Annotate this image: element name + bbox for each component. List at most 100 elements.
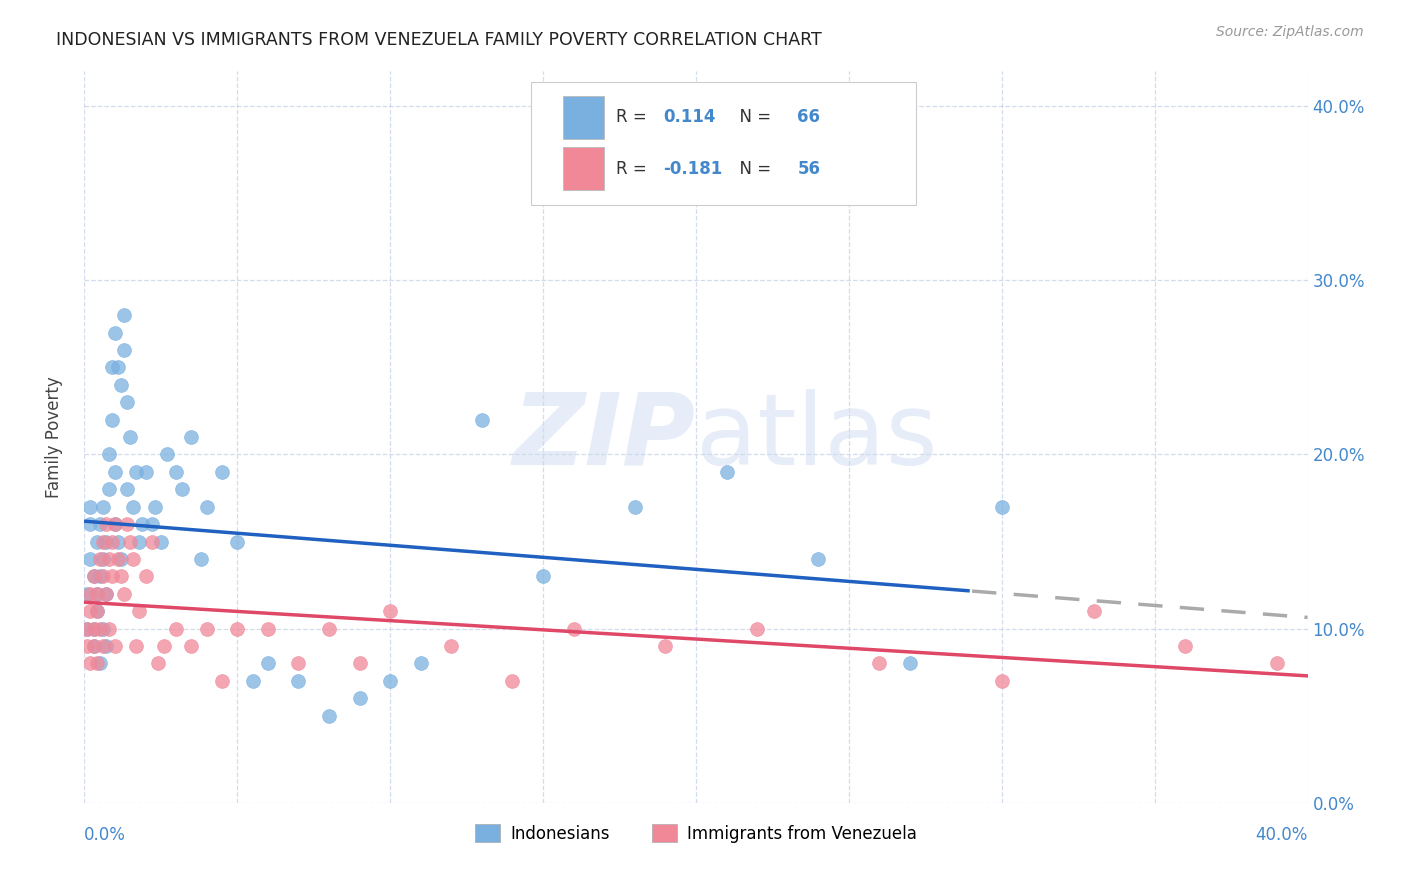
Point — [110, 377, 132, 392]
Text: N =: N = — [728, 109, 776, 127]
Point — [1083, 604, 1105, 618]
Point — [122, 500, 145, 514]
Point — [1174, 639, 1197, 653]
Point — [76, 587, 98, 601]
Point — [97, 483, 120, 497]
Point — [991, 673, 1014, 688]
Point — [83, 639, 105, 653]
Point — [257, 622, 280, 636]
Point — [104, 517, 127, 532]
Point — [86, 657, 108, 671]
Point — [101, 412, 124, 426]
Point — [79, 604, 101, 618]
Point — [107, 360, 129, 375]
Point — [115, 395, 138, 409]
Point — [79, 587, 101, 601]
Point — [135, 569, 157, 583]
Point — [165, 465, 187, 479]
Point — [112, 343, 135, 357]
Point — [172, 483, 194, 497]
Point — [135, 465, 157, 479]
Text: N =: N = — [728, 160, 776, 178]
Point — [86, 604, 108, 618]
Point — [195, 622, 218, 636]
Point — [104, 517, 127, 532]
Text: atlas: atlas — [696, 389, 938, 485]
Text: 0.0%: 0.0% — [84, 826, 127, 844]
Text: INDONESIAN VS IMMIGRANTS FROM VENEZUELA FAMILY POVERTY CORRELATION CHART: INDONESIAN VS IMMIGRANTS FROM VENEZUELA … — [56, 31, 823, 49]
Point — [86, 587, 108, 601]
Point — [110, 569, 132, 583]
Point — [101, 569, 124, 583]
Point — [91, 639, 114, 653]
Point — [156, 448, 179, 462]
Point — [125, 465, 148, 479]
Point — [101, 360, 124, 375]
Point — [89, 657, 111, 671]
Point — [146, 657, 169, 671]
Point — [115, 483, 138, 497]
Point — [211, 673, 233, 688]
Point — [195, 500, 218, 514]
Point — [79, 657, 101, 671]
Point — [409, 657, 432, 671]
Point — [380, 673, 402, 688]
Point — [531, 569, 554, 583]
Point — [125, 639, 148, 653]
Point — [104, 326, 127, 340]
Point — [79, 517, 101, 532]
Point — [104, 639, 127, 653]
Point — [79, 552, 101, 566]
Text: R =: R = — [616, 109, 652, 127]
Point — [807, 552, 830, 566]
Point — [380, 604, 402, 618]
Point — [91, 622, 114, 636]
Point — [86, 587, 108, 601]
Point — [143, 500, 166, 514]
Text: -0.181: -0.181 — [664, 160, 723, 178]
Point — [104, 465, 127, 479]
Point — [716, 465, 738, 479]
Point — [107, 552, 129, 566]
Point — [257, 657, 280, 671]
Point — [79, 500, 101, 514]
Point — [115, 517, 138, 532]
Point — [898, 657, 921, 671]
Point — [97, 552, 120, 566]
Point — [76, 639, 98, 653]
Point — [128, 534, 150, 549]
Point — [83, 569, 105, 583]
FancyBboxPatch shape — [562, 147, 605, 190]
Point — [349, 691, 371, 706]
Point — [120, 430, 142, 444]
Point — [91, 500, 114, 514]
Point — [1265, 657, 1288, 671]
Point — [287, 657, 309, 671]
Point — [120, 534, 142, 549]
Text: 66: 66 — [797, 109, 821, 127]
Point — [122, 552, 145, 566]
Point — [747, 622, 769, 636]
Point — [112, 308, 135, 322]
Point — [94, 517, 117, 532]
Point — [86, 604, 108, 618]
Legend: Indonesians, Immigrants from Venezuela: Indonesians, Immigrants from Venezuela — [468, 818, 924, 849]
Text: 56: 56 — [797, 160, 821, 178]
Point — [76, 622, 98, 636]
Point — [165, 622, 187, 636]
Point — [211, 465, 233, 479]
Point — [89, 517, 111, 532]
Point — [128, 604, 150, 618]
Point — [318, 622, 340, 636]
Text: 0.114: 0.114 — [664, 109, 716, 127]
Point — [440, 639, 463, 653]
Point — [654, 639, 676, 653]
Point — [226, 622, 249, 636]
Point — [89, 569, 111, 583]
Point — [83, 569, 105, 583]
Point — [180, 430, 202, 444]
Point — [242, 673, 264, 688]
Point — [141, 534, 163, 549]
Point — [97, 448, 120, 462]
Point — [131, 517, 153, 532]
